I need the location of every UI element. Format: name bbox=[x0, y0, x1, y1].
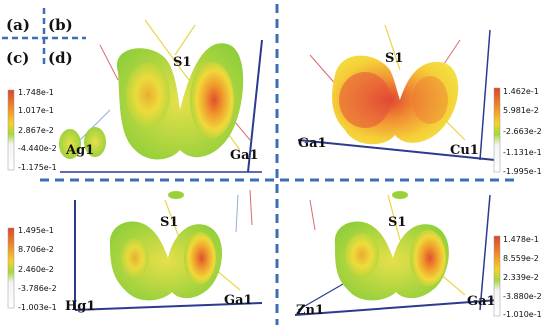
atom-label-zn1: Zn1 bbox=[296, 303, 324, 318]
elf-lobe-left bbox=[345, 233, 379, 277]
panel-letter-d: (d) bbox=[48, 49, 73, 67]
scale-label: 1.748e-1 bbox=[18, 88, 54, 97]
atom-label-hg1: Hg1 bbox=[65, 299, 95, 314]
atom-label-cu1: Cu1 bbox=[450, 143, 479, 158]
panel-letter-b: (b) bbox=[48, 16, 73, 34]
scale-label: -3.880e-2 bbox=[503, 292, 542, 301]
color-scale-c: 1.495e-1 8.706e-2 2.460e-2 -3.786e-2 -1.… bbox=[7, 226, 57, 312]
scale-label: 1.462e-1 bbox=[503, 87, 539, 96]
scale-label: -1.131e-1 bbox=[503, 148, 542, 157]
bond-line bbox=[387, 194, 401, 241]
bond-line bbox=[99, 44, 119, 81]
bond-line bbox=[235, 194, 239, 233]
bond-line bbox=[249, 189, 253, 226]
color-scale-bar bbox=[7, 89, 15, 171]
color-scale-d: 1.478e-1 8.559e-2 2.339e-2 -3.880e-2 -1.… bbox=[493, 235, 542, 319]
bond-line bbox=[309, 199, 316, 231]
elf-lobe-ag-right bbox=[84, 127, 106, 157]
scale-label: 1.017e-1 bbox=[18, 106, 54, 115]
panel-d: S1 Zn1 Ga1 1.478e-1 8.559e-2 2.339e-2 -3… bbox=[294, 191, 542, 319]
color-scale-bar bbox=[493, 87, 501, 173]
atom-label-s1: S1 bbox=[160, 215, 178, 230]
scale-label: 2.460e-2 bbox=[18, 265, 54, 274]
elf-lobe-right bbox=[410, 230, 446, 286]
scale-label: -3.786e-2 bbox=[18, 284, 57, 293]
bond-line bbox=[247, 39, 263, 173]
panel-letter-c: (c) bbox=[6, 49, 29, 67]
bond-line bbox=[479, 194, 491, 311]
atom-label-ga1: Ga1 bbox=[467, 294, 496, 309]
scale-label: 8.706e-2 bbox=[18, 245, 54, 254]
scale-label: -1.175e-1 bbox=[18, 163, 57, 172]
scale-label: 2.867e-2 bbox=[18, 126, 54, 135]
elf-lobe-ag-left bbox=[59, 129, 81, 159]
color-scale-b: 1.462e-1 5.981e-2 -2.663e-2 -1.131e-1 -1… bbox=[493, 87, 542, 176]
scale-label: 2.339e-2 bbox=[503, 273, 539, 282]
elf-lobe-left bbox=[126, 63, 170, 127]
bond-line bbox=[164, 199, 181, 241]
atom-label-ga1: Ga1 bbox=[224, 293, 253, 308]
bond-line bbox=[174, 24, 196, 56]
bond-line bbox=[479, 29, 491, 161]
bond-line bbox=[297, 279, 351, 311]
atom-label-ga1: Ga1 bbox=[230, 148, 259, 163]
panel-b: S1 Ga1 Cu1 1.462e-1 5.981e-2 -2.663e-2 -… bbox=[297, 24, 542, 176]
panel-a: S1 Ag1 Ga1 1.748e-1 1.017e-1 2.867e-2 -4… bbox=[7, 19, 263, 173]
panel-c: S1 Hg1 Ga1 1.495e-1 8.706e-2 2.460e-2 -3… bbox=[7, 189, 263, 314]
panel-letter-a: (a) bbox=[6, 16, 30, 34]
bond-line bbox=[294, 299, 499, 316]
scale-label: 8.559e-2 bbox=[503, 254, 539, 263]
scale-label: 5.981e-2 bbox=[503, 106, 539, 115]
color-scale-a: 1.748e-1 1.017e-1 2.867e-2 -4.440e-2 -1.… bbox=[7, 88, 57, 172]
elf-lobe-right bbox=[412, 76, 448, 124]
elf-lobe-top bbox=[392, 191, 408, 199]
elf-lobe-right bbox=[184, 232, 216, 284]
atom-label-ga1: Ga1 bbox=[298, 136, 327, 151]
atom-label-s1: S1 bbox=[385, 51, 403, 66]
atom-label-s1: S1 bbox=[388, 215, 406, 230]
bond-line bbox=[74, 302, 263, 311]
scale-label: -2.663e-2 bbox=[503, 127, 542, 136]
atom-label-s1: S1 bbox=[173, 55, 191, 70]
bond-line bbox=[297, 139, 496, 161]
elf-lobe-right bbox=[190, 62, 234, 138]
panel-key: (a) (b) (c) (d) bbox=[2, 8, 86, 68]
scale-label: 1.478e-1 bbox=[503, 235, 539, 244]
elf-lobe-left bbox=[121, 238, 149, 278]
scale-label: -1.995e-1 bbox=[503, 167, 542, 176]
elf-lobe-left bbox=[339, 72, 391, 128]
color-scale-bar bbox=[493, 235, 501, 317]
elf-lobe-top bbox=[168, 191, 184, 199]
bond-line bbox=[384, 24, 401, 71]
scale-label: -1.003e-1 bbox=[18, 303, 57, 312]
atom-label-ag1: Ag1 bbox=[65, 143, 94, 158]
scale-label: -4.440e-2 bbox=[18, 144, 57, 153]
scale-label: 1.495e-1 bbox=[18, 226, 54, 235]
color-scale-bar bbox=[7, 227, 15, 309]
scale-label: -1.010e-1 bbox=[503, 310, 542, 319]
bond-line bbox=[79, 109, 111, 141]
